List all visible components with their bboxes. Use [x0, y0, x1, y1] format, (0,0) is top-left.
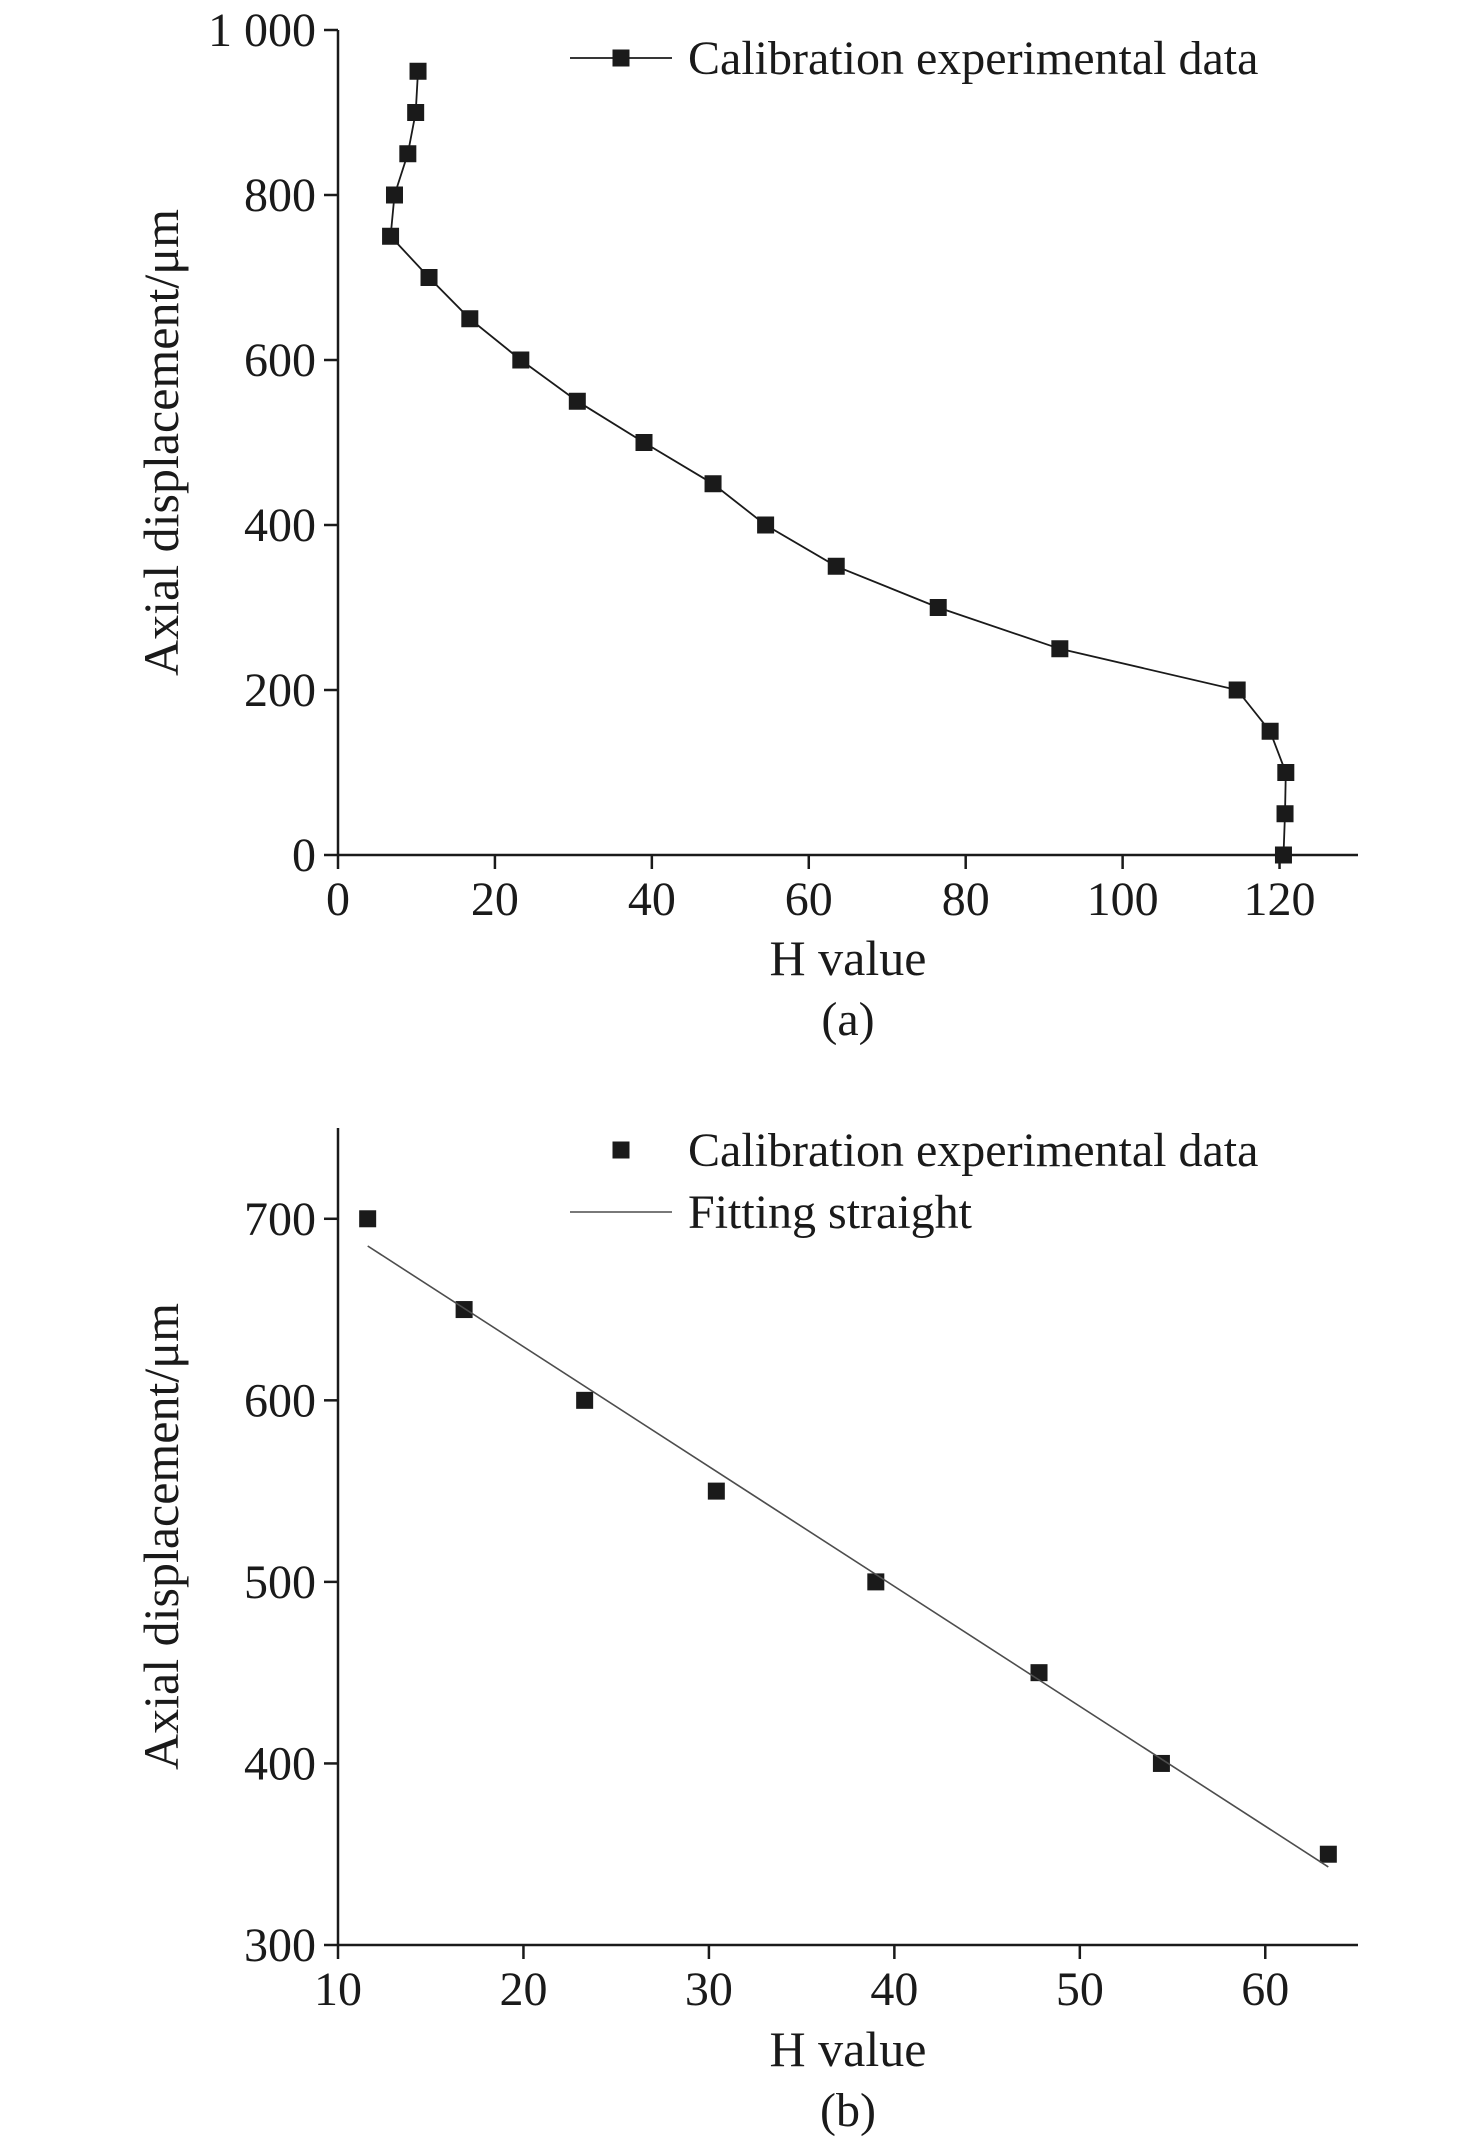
y-tick-label: 700 — [244, 1193, 316, 1246]
data-point — [1228, 681, 1246, 699]
data-point — [635, 434, 653, 451]
chart-a: 0 20 40 60 80 100 120 0 200 400 600 800 1 000 H value… — [133, 4, 1358, 1046]
y-tick-label: 600 — [244, 1374, 316, 1427]
y-axis-title: Axial displacement/μm — [133, 1303, 189, 1770]
data-point — [407, 104, 425, 121]
x-tick-label: 60 — [1241, 1963, 1289, 2016]
y-tick-label: 800 — [244, 169, 316, 222]
x-tick-label: 120 — [1244, 873, 1316, 926]
legend-marker — [612, 49, 630, 67]
data-point — [827, 557, 845, 575]
x-tick-label: 30 — [685, 1963, 733, 2016]
data-point — [1152, 1754, 1170, 1772]
data-point — [1277, 764, 1295, 781]
x-tick-label: 80 — [942, 873, 990, 926]
data-point — [385, 186, 403, 204]
x-tick-label: 60 — [785, 873, 833, 926]
data-point — [382, 227, 400, 245]
data-point — [1319, 1845, 1337, 1863]
y-tick-label: 500 — [244, 1556, 316, 1609]
data-point — [867, 1573, 885, 1591]
data-point — [757, 516, 775, 534]
data-point — [707, 1482, 725, 1500]
y-axis-title: Axial displacement/μm — [133, 209, 189, 676]
y-tick-label: 1 000 — [208, 4, 316, 57]
y-tick-label: 0 — [292, 829, 316, 882]
panel-caption: (b) — [820, 2084, 876, 2137]
x-tick-label: 50 — [1056, 1963, 1104, 2016]
legend-marker — [612, 1141, 630, 1159]
data-point — [512, 351, 530, 369]
y-tick-label: 200 — [244, 664, 316, 717]
x-axis-title: H value — [770, 930, 927, 986]
data-point — [1276, 805, 1294, 823]
data-point — [399, 145, 417, 163]
data-point — [461, 310, 479, 328]
y-tick-label: 400 — [244, 1737, 316, 1790]
x-tick-label: 0 — [326, 873, 350, 926]
y-tick-label: 400 — [244, 499, 316, 552]
data-point — [1261, 722, 1279, 740]
legend-label: Fitting straight — [688, 1186, 973, 1239]
y-tick-label: 300 — [244, 1919, 316, 1972]
x-tick-label: 20 — [471, 873, 519, 926]
data-point — [568, 392, 586, 410]
series-line — [389, 71, 1287, 856]
data-point — [1051, 640, 1069, 658]
panel-caption: (a) — [821, 993, 874, 1046]
legend-label: Calibration experimental data — [688, 32, 1258, 85]
series-line — [367, 1245, 1329, 1868]
x-tick-label: 100 — [1087, 873, 1159, 926]
data-point — [929, 599, 947, 616]
x-tick-label: 40 — [628, 873, 676, 926]
x-tick-label: 20 — [499, 1963, 547, 2016]
data-point — [704, 475, 722, 493]
legend-label: Calibration experimental data — [688, 1124, 1258, 1177]
data-point — [576, 1391, 594, 1409]
y-tick-label: 600 — [244, 334, 316, 387]
data-point — [1274, 846, 1292, 864]
data-point — [1030, 1664, 1048, 1682]
chart-b: 10 20 30 40 50 60 300 400 500 600 700 H value Axial … — [133, 1124, 1358, 2137]
data-point — [420, 269, 438, 286]
x-axis-title: H value — [770, 2021, 927, 2077]
x-tick-label: 40 — [870, 1963, 918, 2016]
x-tick-label: 10 — [314, 1963, 362, 2016]
data-point — [359, 1210, 377, 1228]
data-point — [409, 62, 427, 80]
